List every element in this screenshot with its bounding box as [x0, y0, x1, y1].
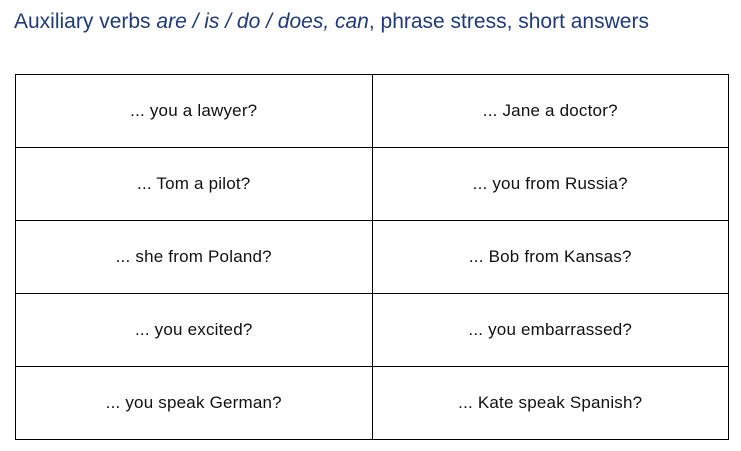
prompt-card: ... you from Russia? [371, 147, 729, 221]
grid-row: ... you excited? ... you embarrassed? [15, 293, 729, 367]
prompt-card: ... Jane a doctor? [371, 74, 729, 148]
prompt-card-grid: ... you a lawyer? ... Jane a doctor? ...… [15, 74, 729, 440]
title-suffix: , phrase stress, short answers [368, 10, 649, 33]
prompt-card: ... you embarrassed? [371, 293, 729, 367]
prompt-card: ... you speak German? [15, 366, 373, 440]
title-prefix: Auxiliary verbs [14, 10, 157, 33]
prompt-card: ... you a lawyer? [15, 74, 373, 148]
prompt-card: ... Tom a pilot? [15, 147, 373, 221]
grid-row: ... Tom a pilot? ... you from Russia? [15, 147, 729, 221]
grid-row: ... you speak German? ... Kate speak Spa… [15, 366, 729, 440]
prompt-card: ... she from Poland? [15, 220, 373, 294]
grid-row: ... she from Poland? ... Bob from Kansas… [15, 220, 729, 294]
worksheet-title: Auxiliary verbs are / is / do / does, ca… [14, 8, 649, 36]
title-verbs-italic: are / is / do / does, can [156, 10, 369, 33]
prompt-card: ... Bob from Kansas? [371, 220, 729, 294]
prompt-card: ... Kate speak Spanish? [371, 366, 729, 440]
prompt-card: ... you excited? [15, 293, 373, 367]
grid-row: ... you a lawyer? ... Jane a doctor? [15, 74, 729, 148]
